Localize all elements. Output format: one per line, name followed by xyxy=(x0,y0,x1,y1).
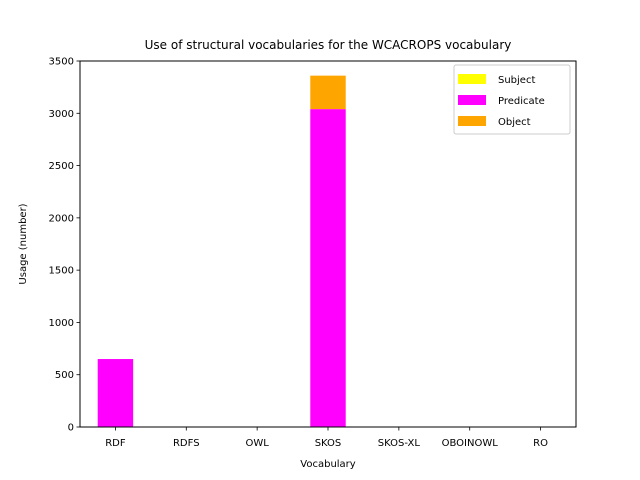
legend-label-object: Object xyxy=(498,117,531,128)
bar-predicate-skos xyxy=(310,109,346,428)
legend: Subject Predicate Object xyxy=(453,64,571,135)
legend-label-predicate: Predicate xyxy=(498,96,545,107)
x-tick-label: SKOS-XL xyxy=(378,438,421,449)
y-tick-label: 3000 xyxy=(49,109,74,120)
chart-title: Use of structural vocabularies for the W… xyxy=(145,38,512,52)
y-tick-label: 0 xyxy=(68,423,74,434)
x-tick-label: OBOINOWL xyxy=(442,438,499,449)
y-axis-label: Usage (number) xyxy=(18,203,29,284)
x-tick-label: OWL xyxy=(245,438,269,449)
y-tick-label: 1000 xyxy=(49,318,74,329)
legend-swatch-predicate xyxy=(458,95,486,105)
y-tick-label: 500 xyxy=(55,370,74,381)
legend-swatch-object xyxy=(458,116,486,126)
y-tick-label: 1500 xyxy=(49,266,74,277)
x-tick-label: RDFS xyxy=(173,438,200,449)
x-tick-label: RDF xyxy=(105,438,126,449)
x-axis: RDF RDFS OWL SKOS SKOS-XL OBOINOWL RO xyxy=(105,427,548,449)
bar-predicate-rdf xyxy=(97,359,134,427)
legend-swatch-subject xyxy=(458,74,486,84)
y-tick-label: 2000 xyxy=(49,213,74,224)
bar-object-skos xyxy=(310,75,346,110)
x-axis-label: Vocabulary xyxy=(300,459,356,470)
x-tick-label: SKOS xyxy=(315,438,342,449)
bars xyxy=(97,75,346,428)
y-axis: 0 500 1000 1500 2000 2500 3000 3500 xyxy=(49,57,80,434)
legend-label-subject: Subject xyxy=(498,75,535,86)
x-tick-label: RO xyxy=(533,438,548,449)
y-tick-label: 2500 xyxy=(49,161,74,172)
y-tick-label: 3500 xyxy=(49,57,74,68)
